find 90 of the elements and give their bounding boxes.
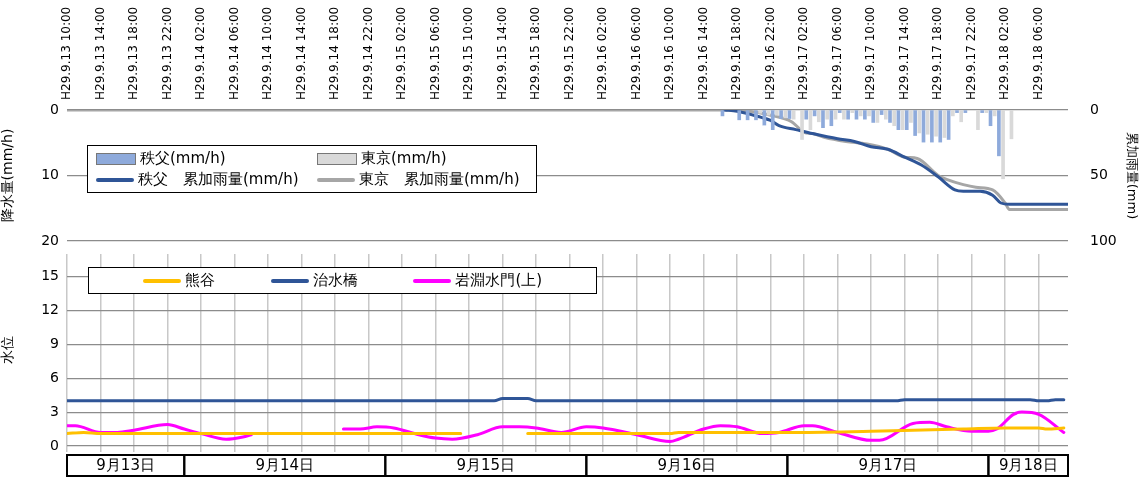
x-tick-label: H29.9.16 22:00 — [762, 6, 777, 100]
x-tick-label: 9月17日 — [858, 456, 918, 475]
x-tick-label: 9月13日 — [96, 456, 155, 475]
bar — [888, 110, 892, 123]
legend-label: 秩父 累加雨量(mm/h) — [138, 170, 299, 189]
x-tick-label: H29.9.13 18:00 — [126, 6, 141, 100]
y-axis-title: 水位 — [0, 336, 16, 364]
bar — [950, 110, 955, 117]
x-tick-label: H29.9.14 06:00 — [226, 6, 241, 100]
bar — [883, 110, 888, 120]
bar — [959, 110, 964, 123]
y-tick-label: 0 — [50, 100, 59, 117]
x-tick-label: H29.9.14 14:00 — [293, 6, 308, 100]
bar — [775, 110, 779, 116]
y2-tick-label: 50 — [1090, 166, 1108, 183]
y2-tick-label: 0 — [1090, 100, 1099, 117]
bar — [871, 110, 876, 123]
bar — [758, 110, 762, 114]
x-tick-label: H29.9.16 10:00 — [662, 6, 677, 100]
bar — [934, 110, 938, 137]
x-tick-label: H29.9.17 22:00 — [963, 6, 978, 100]
bar — [930, 110, 934, 143]
bar — [821, 110, 825, 129]
bar — [867, 110, 871, 117]
x-tick-label: H29.9.15 02:00 — [394, 6, 409, 100]
bar — [904, 110, 909, 130]
bar — [858, 110, 863, 117]
bar — [955, 110, 959, 113]
x-tick-label: H29.9.14 02:00 — [193, 6, 208, 100]
x-tick-label: H29.9.17 10:00 — [863, 6, 878, 100]
y-axis-title: 降水量(mm/h) — [0, 128, 16, 223]
legend-label: 秩父(mm/h) — [140, 149, 226, 168]
legend-label: 岩淵水門(上) — [455, 271, 543, 290]
bar — [837, 110, 842, 113]
y-tick-label: 9 — [50, 334, 59, 351]
x-tick-label: H29.9.17 02:00 — [796, 6, 811, 100]
x-tick-label: 9月15日 — [456, 456, 516, 475]
bar — [783, 110, 788, 119]
x-tick-label: 9月16日 — [657, 456, 717, 475]
bar — [963, 110, 968, 113]
x-tick-label: H29.9.15 22:00 — [561, 6, 576, 100]
x-tick-label: H29.9.15 18:00 — [528, 6, 543, 100]
x-tick-label: H29.9.18 06:00 — [1030, 6, 1045, 100]
legend-label: 熊谷 — [184, 271, 215, 290]
legend-label: 東京 累加雨量(mm/h) — [359, 170, 520, 189]
bar — [800, 110, 804, 140]
x-tick-label: 9月18日 — [998, 456, 1058, 475]
x-tick-label: H29.9.13 22:00 — [159, 6, 174, 100]
x-tick-label: H29.9.16 18:00 — [729, 6, 744, 100]
x-tick-label: H29.9.18 02:00 — [997, 6, 1012, 100]
bar — [850, 110, 855, 113]
bar — [766, 110, 771, 116]
x-tick-label: H29.9.13 10:00 — [59, 6, 74, 100]
bar — [917, 110, 922, 134]
x-tick-label: H29.9.14 10:00 — [260, 6, 275, 100]
x-tick-label: H29.9.17 06:00 — [829, 6, 844, 100]
x-tick-label: H29.9.14 18:00 — [327, 6, 342, 100]
bar — [842, 110, 846, 120]
y-tick-label: 0 — [50, 436, 59, 453]
y-tick-label: 12 — [41, 301, 59, 318]
bar — [892, 110, 897, 127]
x-tick-label: H29.9.16 02:00 — [595, 6, 610, 100]
legend-label: 東京(mm/h) — [361, 149, 447, 168]
x-tick-label: 9月14日 — [255, 456, 315, 475]
bar — [938, 110, 943, 143]
y-tick-label: 10 — [41, 166, 59, 183]
x-tick-label: H29.9.15 06:00 — [427, 6, 442, 100]
y2-tick-label: 100 — [1090, 231, 1117, 248]
x-tick-label: H29.9.14 22:00 — [360, 6, 375, 100]
bar — [925, 110, 930, 135]
x-tick-label: H29.9.16 06:00 — [628, 6, 643, 100]
y-tick-label: 3 — [50, 402, 59, 419]
x-tick-label: H29.9.13 14:00 — [92, 6, 107, 100]
bar — [863, 110, 867, 120]
bar — [825, 110, 829, 120]
y-tick-label: 6 — [50, 368, 60, 385]
bar — [913, 110, 917, 136]
x-tick-label: H29.9.17 14:00 — [896, 6, 911, 100]
y-tick-label: 15 — [41, 267, 59, 284]
y-tick-label: 20 — [41, 231, 59, 248]
bar — [816, 110, 821, 123]
x-tick-label: H29.9.15 10:00 — [461, 6, 476, 100]
x-tick-label: H29.9.17 18:00 — [930, 6, 945, 100]
bar — [909, 110, 913, 123]
y2-axis-title: 累加雨量(mm) — [1124, 131, 1139, 220]
bar — [846, 110, 850, 120]
x-tick-label: H29.9.16 14:00 — [695, 6, 710, 100]
bar — [804, 110, 809, 120]
x-tick-label: H29.9.15 14:00 — [494, 6, 509, 100]
legend-label: 治水橋 — [312, 271, 358, 290]
